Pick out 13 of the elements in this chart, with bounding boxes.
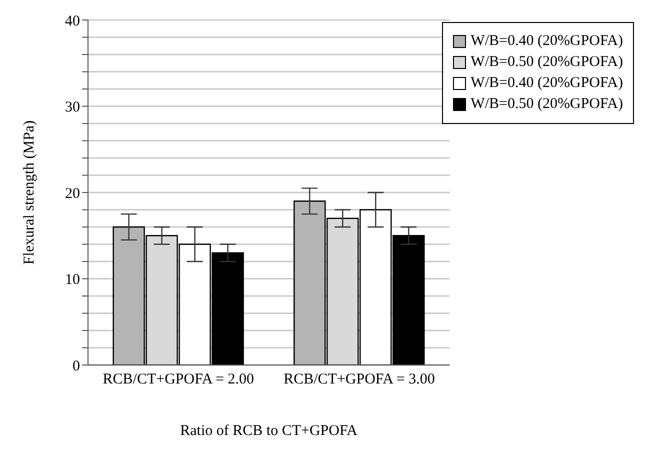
legend-label: W/B=0.40 (20%GPOFA) [470, 75, 623, 92]
y-tick-label: 40 [65, 13, 80, 30]
y-tick-label: 0 [72, 358, 80, 374]
y-axis-title: Flexural strength (MPa) [21, 120, 38, 265]
y-tick-label: 20 [65, 186, 80, 202]
legend-label: W/B=0.50 (20%GPOFA) [470, 96, 623, 113]
x-axis-title: Ratio of RCB to CT+GPOFA [180, 423, 358, 439]
x-tick-label: RCB/CT+GPOFA = 3.00 [284, 372, 435, 388]
y-tick-label: 10 [65, 272, 80, 288]
legend-label: W/B=0.40 (20%GPOFA) [470, 33, 623, 50]
x-tick-label: RCB/CT+GPOFA = 2.00 [102, 372, 254, 388]
legend-label: W/B=0.50 (20%GPOFA) [470, 54, 623, 71]
y-tick-label: 30 [65, 100, 80, 116]
